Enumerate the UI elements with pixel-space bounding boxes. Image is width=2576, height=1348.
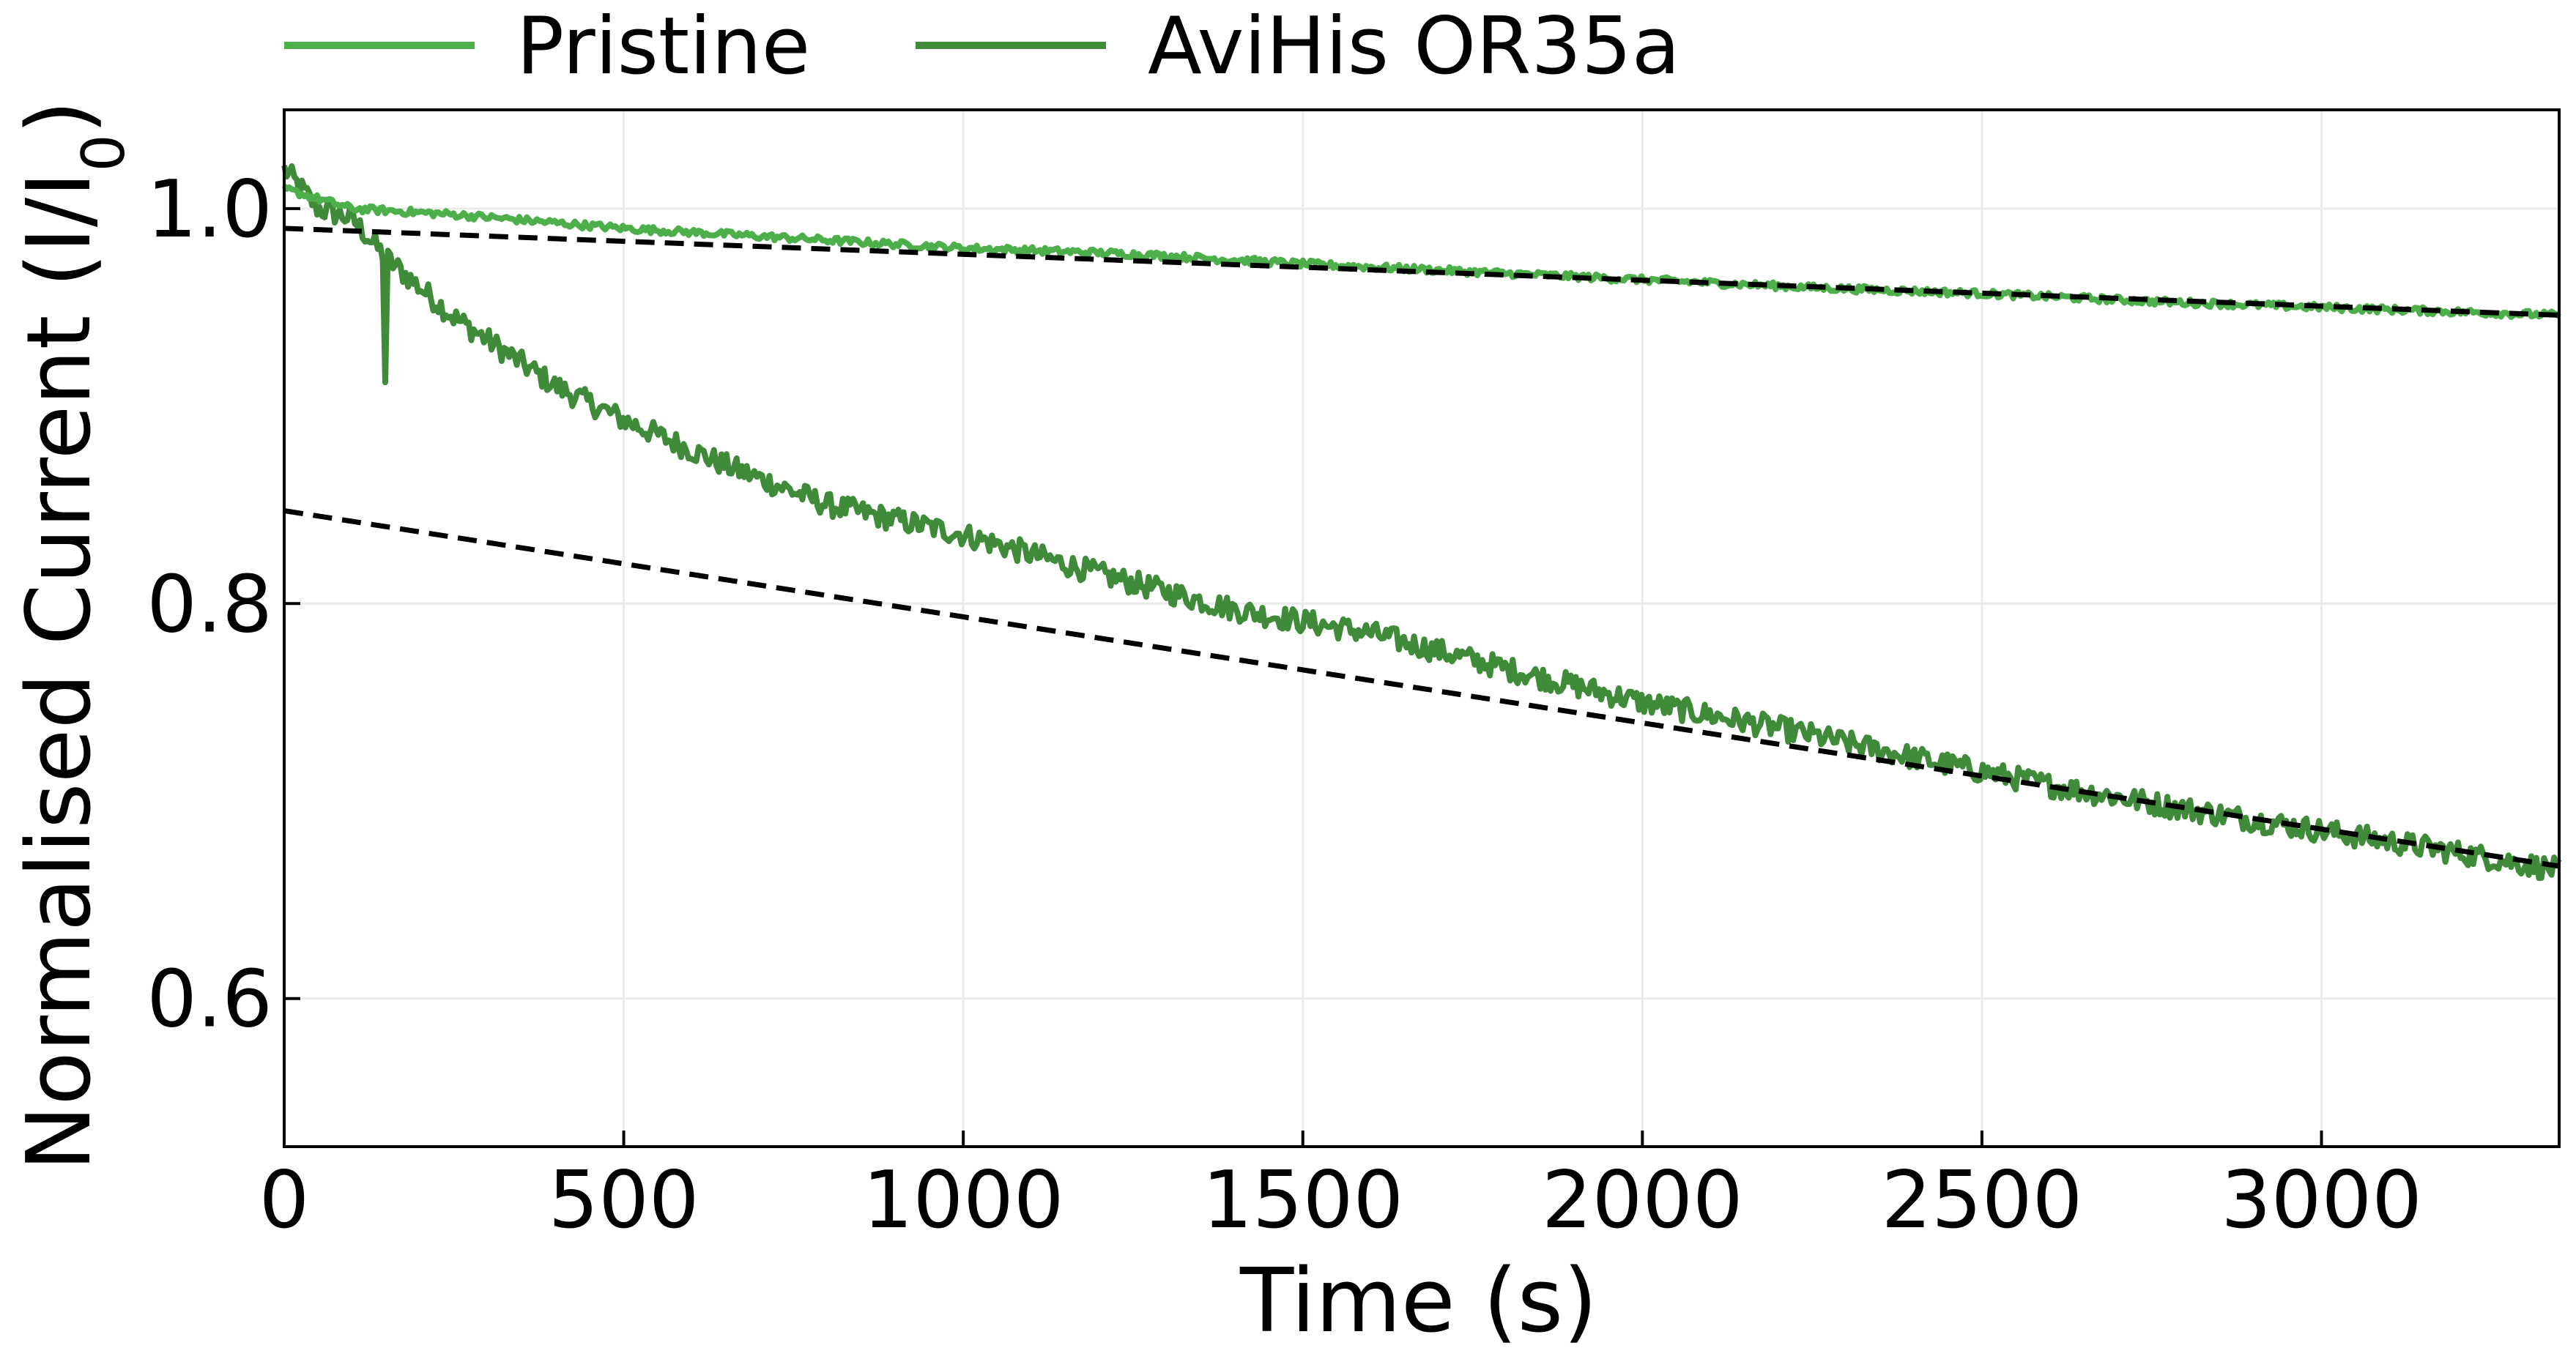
x-tick-label: 500 (549, 1155, 699, 1246)
y-axis-title-subscript: 0 (70, 134, 138, 171)
y-tick-label: 1.0 (146, 164, 272, 256)
y-axis-title: Normalised Current (I/I0) (9, 100, 138, 1172)
x-tick-label: 2500 (1881, 1155, 2082, 1246)
grid (283, 110, 2559, 1147)
fit-lines (283, 226, 2560, 869)
y-axis-title-main: Normalised Current (I/I (9, 171, 111, 1171)
x-tick-label: 2000 (1542, 1155, 1743, 1246)
legend-label-pristine: Pristine (516, 1, 810, 92)
legend: Pristine AviHis OR35a (284, 1, 1680, 92)
y-axis-title-close: ) (9, 100, 111, 135)
legend-label-avihis: AviHis OR35a (1148, 1, 1680, 92)
ticks: 0 500 1000 1500 2000 2500 3000 0.6 0.8 1.0 (146, 164, 2422, 1246)
x-tick-label: 3000 (2221, 1155, 2422, 1246)
y-tick-label: 0.8 (146, 559, 272, 650)
series-group (281, 163, 2562, 882)
x-tick-label: 0 (259, 1155, 310, 1246)
x-tick-label: 1500 (1202, 1155, 1403, 1246)
series-pristine (281, 183, 2561, 320)
series-avihis-or35a (281, 163, 2562, 882)
x-tick-label: 1000 (863, 1155, 1064, 1246)
fit-line-pristine (283, 226, 2560, 319)
plot-frame (283, 108, 2561, 1148)
x-axis-title: Time (s) (1239, 1251, 1597, 1348)
y-tick-label: 0.6 (146, 954, 272, 1046)
fit-line-avihis (283, 508, 2560, 869)
